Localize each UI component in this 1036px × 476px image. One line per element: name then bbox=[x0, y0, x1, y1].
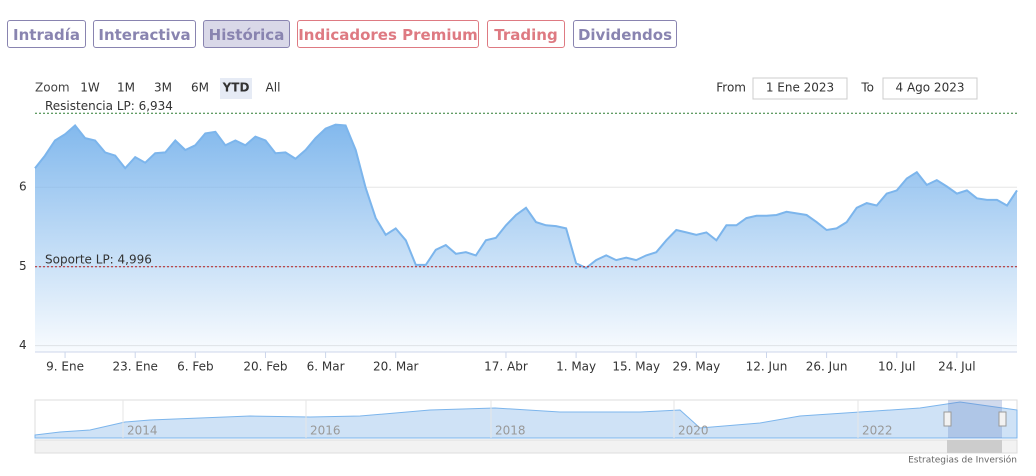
navigator-year: 2018 bbox=[495, 424, 526, 438]
zoom-button[interactable]: 1M bbox=[117, 81, 135, 95]
scrollbar-thumb[interactable] bbox=[947, 440, 1002, 453]
from-label: From bbox=[716, 81, 746, 95]
x-tick-label: 24. Jul bbox=[938, 360, 975, 374]
to-input[interactable] bbox=[882, 77, 978, 100]
x-tick-label: 20. Mar bbox=[373, 360, 419, 374]
chart: Zoom 1W 1M 3M 6M YTD All From 1 Ene 2023 To 4… bbox=[19, 77, 1018, 466]
navigator-handle[interactable] bbox=[998, 411, 1007, 427]
tab[interactable]: Intradía bbox=[7, 20, 86, 48]
x-tick-label: 20. Feb bbox=[243, 360, 287, 374]
tab[interactable]: Indicadores Premium bbox=[297, 20, 479, 48]
scrollbar[interactable] bbox=[34, 439, 1018, 454]
x-tick-label: 23. Ene bbox=[112, 360, 157, 374]
zoom-button[interactable]: 3M bbox=[154, 81, 172, 95]
y-tick-label: 4 bbox=[19, 338, 27, 352]
navigator-year: 2014 bbox=[127, 424, 158, 438]
tab[interactable]: Interactiva bbox=[93, 20, 196, 48]
x-tick-label: 15. May bbox=[612, 360, 660, 374]
x-tick-label: 17. Abr bbox=[484, 360, 528, 374]
zoom-button-active[interactable] bbox=[220, 78, 252, 99]
line bbox=[34, 123, 1018, 270]
x-tick-label: 29. May bbox=[672, 360, 720, 374]
navigator-year: 2022 bbox=[862, 424, 893, 438]
tab[interactable]: Histórica bbox=[203, 20, 290, 48]
navigator-year: 2020 bbox=[678, 424, 709, 438]
x-tick-label: 12. Jun bbox=[746, 360, 788, 374]
navigator-selection[interactable] bbox=[948, 400, 1002, 438]
navigator-series bbox=[34, 401, 1018, 439]
navigator-handle[interactable] bbox=[943, 411, 952, 427]
from-value: 1 Ene 2023 bbox=[766, 81, 834, 95]
x-tick-label: 10. Jul bbox=[878, 360, 915, 374]
y-tick-label: 6 bbox=[19, 180, 27, 194]
zoom-button[interactable]: 1W bbox=[80, 81, 100, 95]
x-tick-label: 9. Ene bbox=[46, 360, 84, 374]
to-value: 4 Ago 2023 bbox=[896, 81, 965, 95]
x-tick-label: 6. Mar bbox=[307, 360, 345, 374]
x-tick-label: 26. Jun bbox=[806, 360, 848, 374]
credit: Estrategias de Inversión bbox=[908, 455, 1017, 466]
tab[interactable]: Trading bbox=[487, 20, 565, 48]
y-tick-label: 5 bbox=[19, 259, 27, 273]
to-label: To bbox=[860, 81, 874, 95]
navigator-year: 2016 bbox=[310, 424, 341, 438]
zoom-button[interactable]: YTD bbox=[222, 81, 250, 95]
zoom-button[interactable]: 6M bbox=[191, 81, 209, 95]
x-tick-label: 6. Feb bbox=[177, 360, 214, 374]
zoom-label: Zoom bbox=[35, 81, 70, 95]
area bbox=[35, 124, 1017, 352]
tab[interactable]: Dividendos bbox=[573, 20, 677, 48]
x-tick-label: 1. May bbox=[556, 360, 596, 374]
zoom-button[interactable]: All bbox=[266, 81, 281, 95]
plot-line-label: Resistencia LP: 6,934 bbox=[45, 99, 173, 113]
from-input[interactable] bbox=[752, 77, 848, 100]
plot-line-label: Soporte LP: 4,996 bbox=[45, 252, 152, 266]
